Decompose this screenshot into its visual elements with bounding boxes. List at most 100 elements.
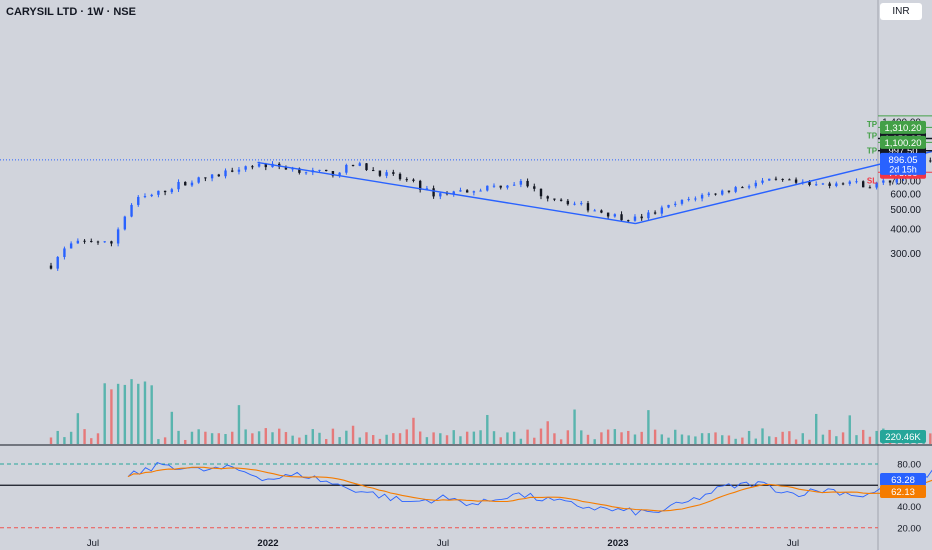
volume-bar	[251, 433, 254, 444]
volume-bar	[398, 433, 402, 444]
volume-bar	[573, 409, 576, 444]
candle	[734, 185, 737, 194]
candle	[882, 177, 885, 185]
candle-body	[338, 172, 341, 176]
volume-bar	[345, 430, 348, 444]
candle-body	[304, 172, 308, 174]
candle	[747, 184, 751, 190]
candle	[170, 187, 174, 194]
candle-body	[721, 190, 724, 195]
volume-bar	[224, 434, 227, 444]
candle-body	[580, 203, 583, 205]
candle	[788, 178, 791, 181]
candle-body	[774, 178, 778, 180]
volume-bar	[197, 429, 200, 444]
price-tick-label: 600.00	[890, 190, 921, 201]
candle-body	[177, 181, 180, 190]
candle	[848, 180, 851, 186]
candle	[56, 256, 59, 271]
candle	[741, 186, 744, 189]
candle	[163, 190, 167, 196]
last-price-value: 896.05	[888, 155, 917, 166]
candle	[593, 208, 596, 212]
volume-bar	[506, 432, 509, 444]
volume-bar	[90, 438, 93, 444]
candle	[325, 169, 328, 172]
candle	[103, 241, 106, 243]
volume-bar	[768, 436, 771, 444]
candle-body	[217, 174, 221, 177]
candle-body	[130, 204, 133, 217]
volume-bar	[318, 432, 321, 444]
candle-body	[371, 170, 375, 172]
candle-body	[754, 182, 757, 187]
candle	[184, 181, 187, 186]
candle	[224, 168, 227, 179]
time-tick-label: 2022	[257, 538, 278, 549]
candle-body	[741, 187, 744, 189]
candle-body	[526, 180, 529, 187]
candle-body	[895, 178, 898, 183]
candle-body	[512, 184, 516, 186]
candle-body	[116, 229, 120, 244]
candle-body	[157, 190, 160, 195]
volume-bar	[130, 379, 133, 444]
candle	[137, 195, 140, 207]
candle-body	[291, 168, 294, 170]
volume-bar	[694, 436, 697, 444]
candle-body	[197, 177, 200, 183]
volume-bar	[741, 437, 744, 444]
volume-bar	[271, 432, 274, 444]
currency-button[interactable]: INR	[880, 3, 922, 20]
volume-bar	[338, 437, 341, 444]
volume-bar	[331, 428, 335, 444]
volume-bar	[721, 435, 724, 444]
candle	[855, 178, 858, 184]
candle	[546, 195, 549, 202]
candle	[754, 180, 757, 189]
level-tag-text: SL	[867, 176, 877, 185]
candle	[566, 198, 570, 206]
candle	[660, 205, 664, 217]
volume-bar	[257, 431, 261, 444]
volume-bar	[815, 413, 818, 444]
volume-bar	[855, 435, 858, 444]
volume-bar	[365, 432, 368, 444]
volume-bar	[828, 429, 831, 444]
candle	[600, 209, 603, 214]
volume-bar	[412, 417, 415, 444]
candle	[680, 199, 684, 206]
rsi-ma-last-value: 62.13	[891, 487, 915, 498]
volume-bar	[647, 410, 650, 444]
volume-bar	[526, 429, 529, 444]
level-value: 997.50	[888, 146, 917, 157]
last-price-tag	[880, 152, 926, 175]
volume-bar	[633, 434, 637, 444]
candle-body	[123, 216, 127, 230]
candle	[586, 200, 590, 213]
volume-bar	[580, 430, 583, 444]
candle	[49, 262, 53, 270]
candle-body	[69, 243, 73, 249]
candle-body	[546, 196, 549, 199]
candle	[244, 165, 247, 172]
candle	[150, 193, 153, 198]
volume-bar	[278, 428, 281, 444]
volume-bar	[405, 429, 408, 444]
candle-body	[727, 190, 731, 192]
candle-body	[479, 190, 482, 192]
candle-body	[170, 189, 174, 193]
candle-body	[150, 194, 153, 197]
candle-body	[499, 185, 502, 188]
volume-bar	[533, 437, 536, 444]
candle-body	[828, 183, 831, 186]
candle-body	[264, 163, 267, 168]
pattern-line-leg-1	[257, 161, 636, 225]
candle-body	[365, 163, 368, 171]
candle-body	[620, 214, 623, 221]
candle-body	[325, 169, 328, 172]
candle	[459, 187, 462, 192]
volume-bar	[264, 428, 267, 444]
volume-bar	[110, 389, 113, 444]
